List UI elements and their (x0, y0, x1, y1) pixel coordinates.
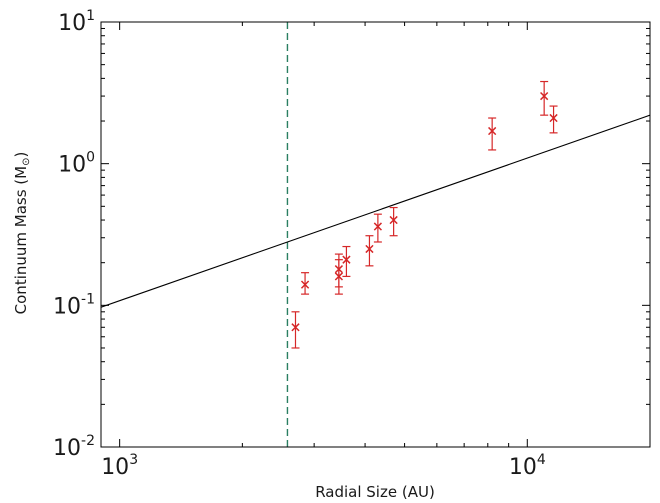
data-point (334, 253, 344, 288)
y-tick-label-exponent: -1 (81, 291, 95, 307)
x-axis-label: Radial Size (AU) (315, 483, 435, 501)
x-tick-label: 104 (509, 452, 546, 480)
y-tick-label: 100 (58, 150, 95, 178)
y-tick-label-base: 10 (53, 294, 81, 319)
x-axis: 103 104 (100, 22, 651, 480)
y-tick-label-base: 10 (53, 436, 81, 461)
data-point (540, 80, 549, 116)
y-axis-label: Continuum Mass (M⊙) (12, 152, 32, 315)
point-marker (342, 255, 351, 264)
plot-area (100, 21, 651, 448)
y-tick-label-exponent: 0 (86, 150, 95, 166)
data-point (549, 105, 558, 134)
y-tick-label-base: 10 (58, 153, 86, 178)
plot-frame (100, 21, 651, 448)
x-tick-label-base: 10 (101, 455, 129, 480)
y-tick-label: 101 (58, 8, 95, 36)
data-point (291, 311, 300, 349)
point-marker (389, 215, 398, 225)
y-tick-label: 10-2 (53, 433, 95, 461)
point-marker (549, 113, 558, 123)
y-tick-label-exponent: 1 (86, 8, 95, 24)
point-marker (365, 244, 374, 254)
y-axis-label-close: ) (12, 152, 30, 158)
point-marker (334, 265, 344, 274)
data-point (389, 206, 398, 237)
y-tick-label-exponent: -2 (81, 433, 95, 449)
x-tick-label: 103 (101, 452, 138, 480)
x-tick-label-base: 10 (509, 455, 537, 480)
data-point (488, 117, 497, 151)
fit-line (101, 114, 650, 308)
y-tick-label: 10-1 (53, 291, 95, 319)
plot-inner (101, 22, 650, 447)
point-marker (540, 91, 549, 101)
point-marker (373, 222, 383, 231)
x-tick-label-exponent: 3 (129, 452, 138, 468)
point-marker (300, 280, 310, 289)
point-marker (291, 323, 300, 332)
y-axis-label-symbol: ⊙ (21, 158, 32, 166)
y-axis-label-text: Continuum Mass (M (12, 166, 30, 314)
point-marker (488, 126, 497, 136)
x-tick-label-exponent: 4 (537, 452, 546, 468)
y-tick-label-base: 10 (58, 11, 86, 36)
data-point (373, 213, 383, 243)
data-point (342, 245, 351, 278)
data-point (365, 235, 374, 267)
data-point (300, 272, 310, 295)
